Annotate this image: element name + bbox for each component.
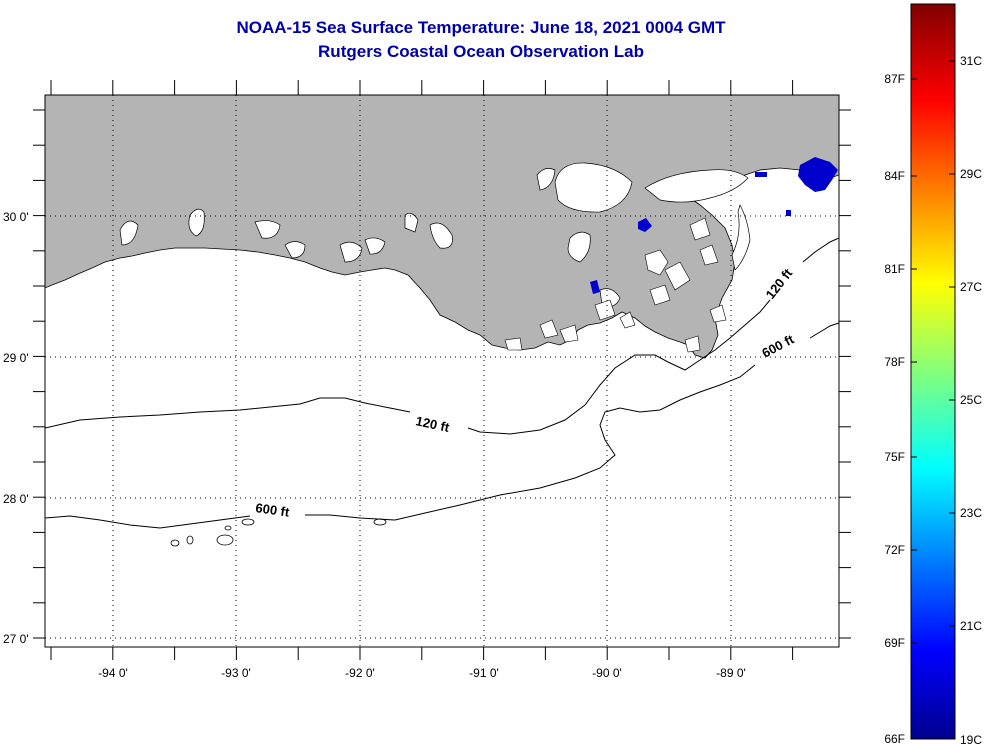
lon-label: -92 0' — [345, 666, 375, 680]
cb-label-f: 81F — [884, 262, 905, 276]
colorbar — [910, 3, 956, 740]
cb-label-c: 29C — [960, 167, 982, 181]
cb-label-f: 72F — [884, 543, 905, 557]
axis-ticks — [33, 80, 851, 660]
cb-label-f: 87F — [884, 72, 905, 86]
lon-label: -90 0' — [592, 666, 622, 680]
delta-marsh-fragments — [504, 217, 727, 353]
lon-label: -89 0' — [716, 666, 746, 680]
cb-label-f: 84F — [884, 169, 905, 183]
cold-sst-pixels — [590, 157, 838, 294]
contour-islands — [170, 518, 387, 547]
cb-label-c: 27C — [960, 280, 982, 294]
map-frame — [44, 94, 840, 648]
latitude-labels: 30 0' 29 0' 28 0' 27 0' — [3, 210, 29, 646]
lat-label: 28 0' — [3, 492, 29, 506]
cb-label-f: 75F — [884, 450, 905, 464]
title-line-1: NOAA-15 Sea Surface Temperature: June 18… — [236, 18, 726, 37]
cb-label-c: 25C — [960, 393, 982, 407]
title-line-2: Rutgers Coastal Ocean Observation Lab — [318, 42, 644, 61]
colorbar-ticks — [911, 60, 955, 644]
cb-label-f: 66F — [884, 732, 905, 746]
lat-label: 30 0' — [3, 210, 29, 224]
contour-label-120ft: 120 ft — [414, 413, 451, 435]
contour-label-600ft: 600 ft — [255, 500, 291, 520]
graticule-grid — [45, 95, 839, 647]
colorbar-fahrenheit-labels: 87F 84F 81F 78F 75F 72F 69F 66F — [884, 72, 905, 746]
cb-label-c: 21C — [960, 619, 982, 633]
contour-600ft — [45, 322, 839, 529]
lon-label: -93 0' — [221, 666, 251, 680]
cb-label-c: 19C — [960, 733, 982, 747]
lon-label: -94 0' — [98, 666, 128, 680]
lat-label: 29 0' — [3, 351, 29, 365]
cb-label-c: 23C — [960, 506, 982, 520]
lon-label: -91 0' — [469, 666, 499, 680]
longitude-labels: -94 0' -93 0' -92 0' -91 0' -90 0' -89 0… — [98, 666, 746, 680]
cb-label-f: 78F — [884, 355, 905, 369]
colorbar-celsius-labels: 31C 29C 27C 25C 23C 21C 19C — [960, 54, 982, 747]
contour-120ft — [45, 237, 839, 435]
cb-label-c: 31C — [960, 54, 982, 68]
lat-label: 27 0' — [3, 632, 29, 646]
inland-lakes — [119, 162, 751, 307]
cb-label-f: 69F — [884, 636, 905, 650]
